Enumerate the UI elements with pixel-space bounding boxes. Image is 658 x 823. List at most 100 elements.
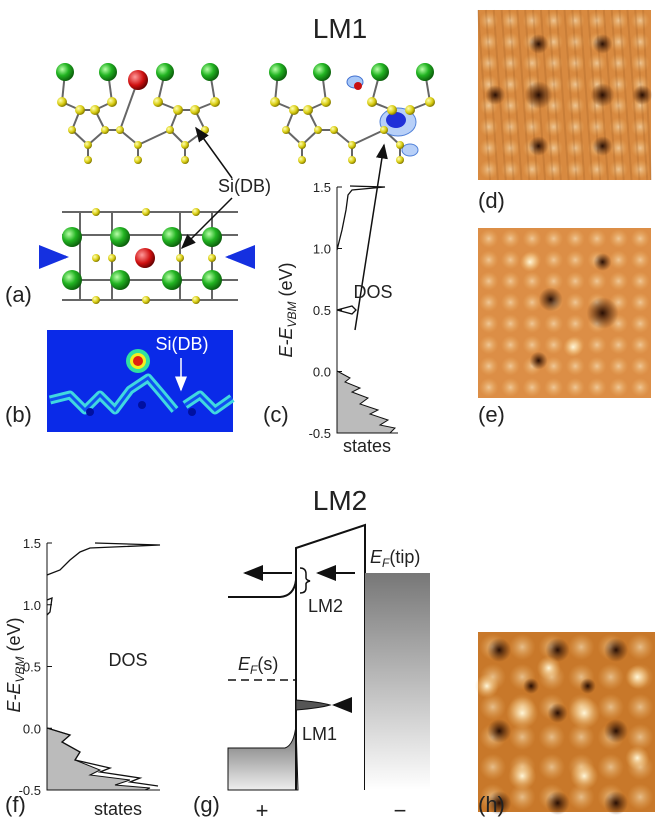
panel-label: (f) [5, 792, 26, 817]
stm-dark [548, 703, 568, 723]
stm-bump [609, 250, 628, 269]
stm-bump [479, 378, 498, 397]
y-label-unit: (eV) [4, 617, 24, 656]
stm-dark [594, 253, 612, 271]
structure-orbital [269, 63, 435, 164]
stm-bump [631, 293, 650, 312]
stm-bump [597, 694, 624, 721]
stm-bright [568, 697, 600, 729]
stm-dark [487, 638, 511, 662]
stm-bump [597, 754, 624, 781]
stm-bump [501, 378, 520, 397]
stm-bump [627, 724, 654, 751]
stm-bump [568, 634, 595, 661]
stm-bump [479, 229, 498, 248]
stm-dark [604, 719, 628, 743]
stm-bump [587, 357, 606, 376]
dos-label: DOS [108, 650, 147, 670]
stm-bump [523, 54, 542, 73]
stm-bump [566, 272, 585, 291]
y-tick-label: 0.0 [313, 365, 331, 380]
stm-dark [485, 85, 505, 105]
stm-bump [544, 378, 563, 397]
stm-bump [566, 96, 585, 115]
stm-bump [523, 160, 542, 179]
x-axis-label: states [343, 436, 391, 456]
stm-bump [523, 272, 542, 291]
stm-bump [631, 335, 650, 354]
stm-bump [544, 250, 563, 269]
stm-bright [475, 674, 499, 698]
stm-bump [587, 378, 606, 397]
panel-label: (g) [193, 792, 220, 817]
stm-bump [538, 724, 565, 751]
y-tick-label: 0.5 [313, 303, 331, 318]
stm-bump [523, 229, 542, 248]
stm-dark [539, 287, 563, 311]
stm-image-d [478, 10, 652, 180]
stm-bright [506, 697, 538, 729]
stm-bump [609, 160, 628, 179]
stm-bump [627, 634, 654, 661]
structure-side [56, 63, 220, 164]
label-si-db: Si(DB) [218, 176, 271, 196]
stm-dark [580, 678, 596, 694]
stm-bright [625, 746, 649, 770]
stm-bright [508, 762, 536, 790]
stm-bump [479, 250, 498, 269]
stm-bump [631, 357, 650, 376]
stm-bump [501, 250, 520, 269]
stm-bright [625, 665, 649, 689]
stm-dark [593, 136, 613, 156]
stm-dark [591, 83, 615, 107]
stm-bump [544, 117, 563, 136]
panel-label: (d) [478, 188, 505, 213]
stm-bump [523, 378, 542, 397]
x-axis-label: states [94, 799, 142, 819]
ef-suffix: (tip) [389, 547, 420, 567]
y-tick-label: 1.0 [313, 242, 331, 257]
stm-bump [479, 694, 506, 721]
stm-dark [529, 136, 549, 156]
stm-bump [479, 754, 506, 781]
stm-bump [631, 139, 650, 158]
stm-bump [566, 250, 585, 269]
stm-bump [566, 293, 585, 312]
stm-bump [609, 272, 628, 291]
structure-top [48, 208, 246, 304]
stm-bump [501, 293, 520, 312]
lm2-label: LM2 [308, 596, 343, 616]
stm-image-h [475, 632, 655, 815]
stm-bump [631, 11, 650, 30]
stm-bump [566, 378, 585, 397]
stm-bump [523, 293, 542, 312]
fermi-sample-label: EF(s) [238, 654, 278, 677]
stm-bump [609, 335, 628, 354]
figure: LM1 LM2 Si(DB) [0, 0, 658, 823]
stm-bump [627, 784, 654, 811]
stm-dark [604, 638, 628, 662]
stm-bump [544, 11, 563, 30]
stm-bump [501, 54, 520, 73]
stm-bump [587, 335, 606, 354]
panel-label: (e) [478, 402, 505, 427]
panel-label: (a) [5, 282, 32, 307]
stm-bump [631, 32, 650, 51]
stm-bump [627, 694, 654, 721]
stm-dark [529, 34, 549, 54]
stm-bump [587, 54, 606, 73]
stm-dark [587, 297, 619, 329]
stm-bump [479, 272, 498, 291]
stm-bump [566, 229, 585, 248]
y-axis-label: E-EVBM (eV) [276, 262, 299, 357]
label-si-db: Si(DB) [156, 334, 209, 354]
ef-suffix: (s) [257, 654, 278, 674]
y-tick-label: 0.0 [23, 721, 41, 736]
y-label-sub: VBM [285, 301, 299, 327]
stm-bump [597, 664, 624, 691]
stm-bump [501, 357, 520, 376]
lm1-label: LM1 [302, 724, 337, 744]
y-label-main: E-E [276, 327, 296, 358]
stm-bump [566, 314, 585, 333]
stm-bump [631, 117, 650, 136]
